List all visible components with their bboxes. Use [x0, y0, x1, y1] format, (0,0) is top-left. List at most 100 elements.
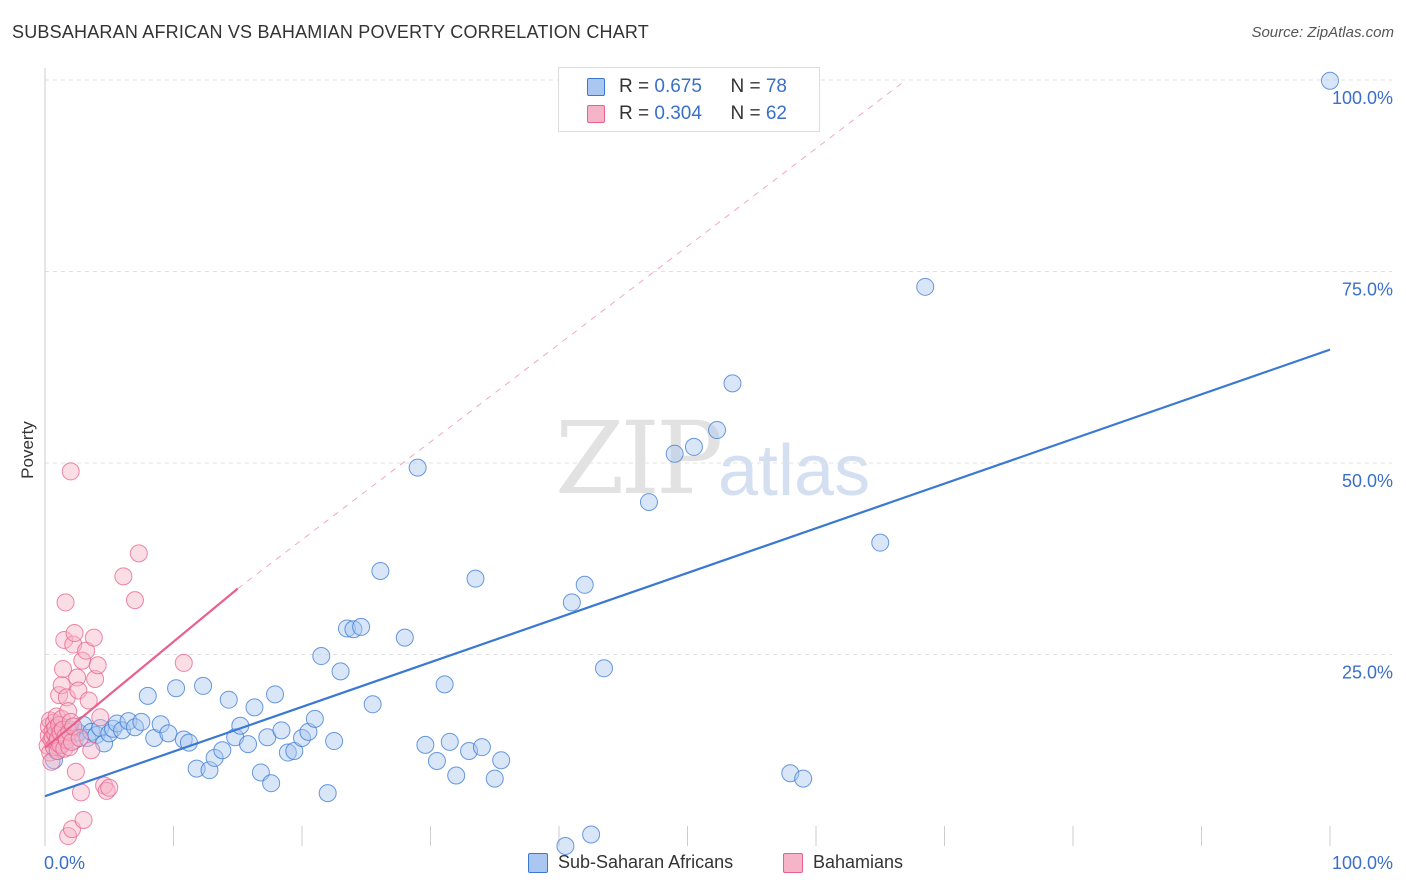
legend-label: Bahamians [813, 852, 904, 872]
stats-legend: R = 0.675 N = 78 R = 0.304 N = 62 [558, 67, 820, 132]
pink-swatch [587, 105, 605, 123]
y-tick-label: 100.0% [1332, 88, 1393, 108]
bahamian-point [61, 462, 80, 481]
r-label: R = [619, 103, 655, 124]
chart-title: SUBSAHARAN AFRICAN VS BAHAMIAN POVERTY C… [12, 22, 649, 42]
n-label: N = [730, 103, 766, 124]
subsaharan-point [305, 709, 324, 728]
subsaharan-point [708, 421, 727, 440]
bahamian-point [79, 691, 98, 710]
blue-swatch [587, 78, 605, 96]
subsaharan-point [318, 784, 337, 803]
subsaharan-point [312, 647, 331, 666]
subsaharan-point [582, 825, 601, 844]
subsaharan-point [352, 617, 371, 636]
bahamian-point [65, 624, 84, 643]
subsaharan-point [472, 738, 491, 757]
subsaharan-point [371, 562, 390, 581]
bahamian-point [86, 670, 105, 689]
source-label: Source: ZipAtlas.com [1251, 24, 1394, 41]
bahamian-point [114, 567, 133, 586]
subsaharan-point [794, 769, 813, 788]
subsaharan-point [492, 751, 511, 770]
bahamian-point [74, 810, 93, 829]
bahamian-point [129, 544, 148, 563]
subsaharan-point [556, 837, 575, 855]
subsaharan-point [167, 679, 186, 698]
y-axis-label: Poverty [18, 421, 37, 479]
n-value: 62 [765, 103, 787, 124]
bahamian-point [57, 688, 76, 707]
subsaharan-point [363, 695, 382, 714]
subsaharan-point [723, 374, 742, 393]
subsaharan-point [440, 732, 459, 751]
y-tick-label: 75.0% [1342, 280, 1393, 300]
subsaharan-point [337, 619, 356, 638]
bahamian-point [125, 591, 144, 610]
y-tick-label: 50.0% [1342, 471, 1393, 491]
subsaharan-point [278, 743, 297, 762]
subsaharan-point [466, 569, 485, 588]
bahamian-point [61, 712, 80, 731]
subsaharan-point [562, 593, 581, 612]
subsaharan-point [575, 575, 594, 594]
bahamian-point [66, 762, 85, 781]
bahamian-point [174, 653, 193, 672]
stats-row-bahamian: R = 0.304 N = 62 [559, 100, 819, 128]
subsaharan-point [239, 735, 258, 754]
subsaharan-point [213, 741, 232, 760]
subsaharan-point [82, 722, 101, 741]
subsaharan-point [159, 724, 178, 743]
subsaharan-point [194, 676, 213, 695]
r-value: 0.675 [654, 76, 702, 97]
subsaharan-point [91, 719, 110, 738]
subsaharan-point [205, 748, 224, 767]
r-value: 0.304 [654, 103, 702, 124]
subsaharan-point [665, 444, 684, 463]
bahamian-point [56, 593, 75, 612]
bahamian-trend-extension [237, 79, 907, 590]
subsaharan-point [395, 628, 414, 647]
subsaharan-point [1321, 71, 1339, 90]
subsaharan-point [916, 277, 935, 296]
blue-swatch [528, 853, 548, 873]
watermark-atlas: atlas [718, 431, 871, 511]
bahamian-point [82, 741, 101, 760]
bahamian-point [60, 738, 79, 757]
legend-label: Sub-Saharan Africans [558, 852, 734, 872]
subsaharan-point [245, 698, 264, 717]
bahamian-point [100, 778, 119, 797]
subsaharan-point [427, 751, 446, 770]
subsaharan-point [151, 715, 170, 734]
subsaharan-point [299, 722, 318, 741]
subsaharan-point [325, 732, 344, 751]
subsaharan-point [871, 533, 890, 552]
subsaharan-point [435, 675, 454, 694]
bahamian-point [97, 781, 116, 800]
n-value: 78 [765, 76, 787, 97]
n-label: N = [730, 76, 766, 97]
subsaharan-point [266, 685, 285, 704]
stats-row-subsaharan: R = 0.675 N = 78 [559, 73, 819, 101]
r-label: R = [619, 76, 655, 97]
subsaharan-point [684, 437, 703, 456]
bahamian-point [91, 708, 110, 727]
x-tick-label: 100.0% [1332, 853, 1393, 873]
x-tick-label: 0.0% [44, 853, 85, 873]
watermark-zip: ZIP [555, 400, 723, 517]
pink-swatch [783, 853, 803, 873]
subsaharan-point [219, 690, 238, 709]
subsaharan-point [132, 712, 151, 731]
bahamian-point [68, 668, 87, 687]
subsaharan-point [187, 759, 206, 778]
subsaharan-point [272, 721, 291, 740]
y-tick-label: 25.0% [1342, 663, 1393, 683]
series-legend: Sub-Saharan Africans Bahamians [0, 852, 1406, 878]
subsaharan-point [331, 662, 350, 681]
bahamian-point [53, 660, 72, 679]
subsaharan-point [416, 735, 435, 754]
subsaharan-point [485, 769, 504, 788]
bahamian-point [55, 630, 74, 649]
bahamian-point [88, 656, 107, 675]
